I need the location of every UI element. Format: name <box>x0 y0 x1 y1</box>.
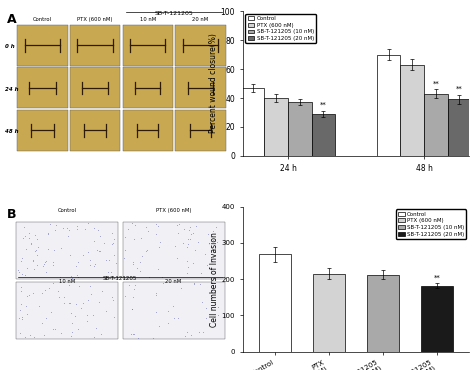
Text: B: B <box>7 208 17 221</box>
Bar <box>311 114 335 156</box>
Bar <box>264 98 288 156</box>
FancyBboxPatch shape <box>70 67 120 108</box>
Text: Control: Control <box>33 17 52 22</box>
Bar <box>377 54 401 156</box>
Bar <box>401 65 424 156</box>
FancyBboxPatch shape <box>175 67 226 108</box>
FancyBboxPatch shape <box>16 282 118 339</box>
Bar <box>447 100 471 156</box>
Point <box>251 110 258 116</box>
Text: SB-T-121205: SB-T-121205 <box>103 276 137 281</box>
Text: 48 h: 48 h <box>5 129 18 134</box>
Bar <box>313 274 345 352</box>
Text: Control: Control <box>57 208 77 213</box>
Y-axis label: Cell numbers of Invasion: Cell numbers of Invasion <box>210 232 219 326</box>
Text: **: ** <box>320 102 327 108</box>
Text: SB-T-121205: SB-T-121205 <box>155 11 193 16</box>
Text: PTX (600 nM): PTX (600 nM) <box>77 17 113 22</box>
Text: 20 nM: 20 nM <box>192 17 209 22</box>
Text: 10 nM: 10 nM <box>59 279 75 284</box>
Y-axis label: Percent wound closure(%): Percent wound closure(%) <box>209 34 218 134</box>
FancyBboxPatch shape <box>123 222 225 279</box>
FancyBboxPatch shape <box>17 67 68 108</box>
FancyBboxPatch shape <box>175 25 226 66</box>
Bar <box>424 94 447 156</box>
Point <box>384 146 392 152</box>
Text: **: ** <box>456 86 463 92</box>
FancyBboxPatch shape <box>123 67 173 108</box>
FancyBboxPatch shape <box>70 25 120 66</box>
Point <box>473 122 474 128</box>
Text: A: A <box>7 13 17 26</box>
Text: 0 h: 0 h <box>5 44 14 49</box>
Bar <box>241 88 264 156</box>
Text: 20 nM: 20 nM <box>165 279 182 284</box>
FancyBboxPatch shape <box>17 25 68 66</box>
Text: 24 h: 24 h <box>5 87 18 92</box>
FancyBboxPatch shape <box>123 25 173 66</box>
Text: PTX (600 nM): PTX (600 nM) <box>156 208 191 213</box>
Point <box>299 148 306 154</box>
FancyBboxPatch shape <box>70 110 120 151</box>
FancyBboxPatch shape <box>123 110 173 151</box>
FancyBboxPatch shape <box>175 110 226 151</box>
Point <box>343 122 350 128</box>
Point <box>455 15 462 21</box>
Legend: Control, PTX (600 nM), SB-T-121205 (10 nM), SB-T-121205 (20 nM): Control, PTX (600 nM), SB-T-121205 (10 n… <box>246 14 316 43</box>
Bar <box>367 275 399 352</box>
FancyBboxPatch shape <box>16 222 118 279</box>
Bar <box>259 255 291 352</box>
Bar <box>421 286 453 351</box>
Legend: Control, PTX (600 nM), SB-T-121205 (10 nM), SB-T-121205 (20 nM): Control, PTX (600 nM), SB-T-121205 (10 n… <box>396 209 466 239</box>
Text: **: ** <box>432 80 439 87</box>
FancyBboxPatch shape <box>17 110 68 151</box>
Bar <box>288 102 311 156</box>
Text: **: ** <box>434 275 440 281</box>
FancyBboxPatch shape <box>123 282 225 339</box>
Text: 10 nM: 10 nM <box>140 17 156 22</box>
